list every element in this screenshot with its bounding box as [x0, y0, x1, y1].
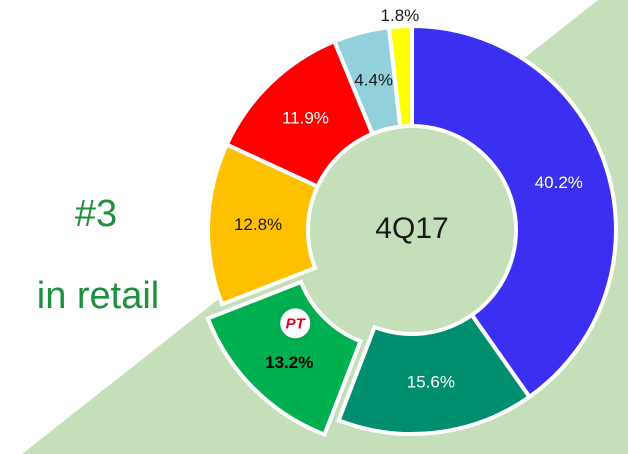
rank-label: #3	[75, 193, 117, 235]
donut-slice	[386, 23, 414, 129]
logo-text: PT	[286, 315, 307, 332]
slice-label: 4.4%	[354, 70, 393, 89]
slice-label: 15.6%	[407, 372, 455, 391]
donut-slice	[336, 312, 533, 436]
logo-badge	[276, 304, 315, 343]
donut-slice	[410, 23, 618, 400]
donut-slice	[205, 279, 364, 438]
donut-hole	[310, 128, 514, 332]
slice-label: 40.2%	[535, 173, 583, 192]
slice-label: 11.9%	[282, 108, 329, 127]
slice-label: 1.8%	[381, 6, 420, 25]
slice-label: 12.8%	[234, 215, 282, 234]
rank-label: in retail	[37, 275, 160, 317]
center-label: 4Q17	[375, 212, 448, 245]
slice-label: 13.2%	[265, 353, 313, 372]
